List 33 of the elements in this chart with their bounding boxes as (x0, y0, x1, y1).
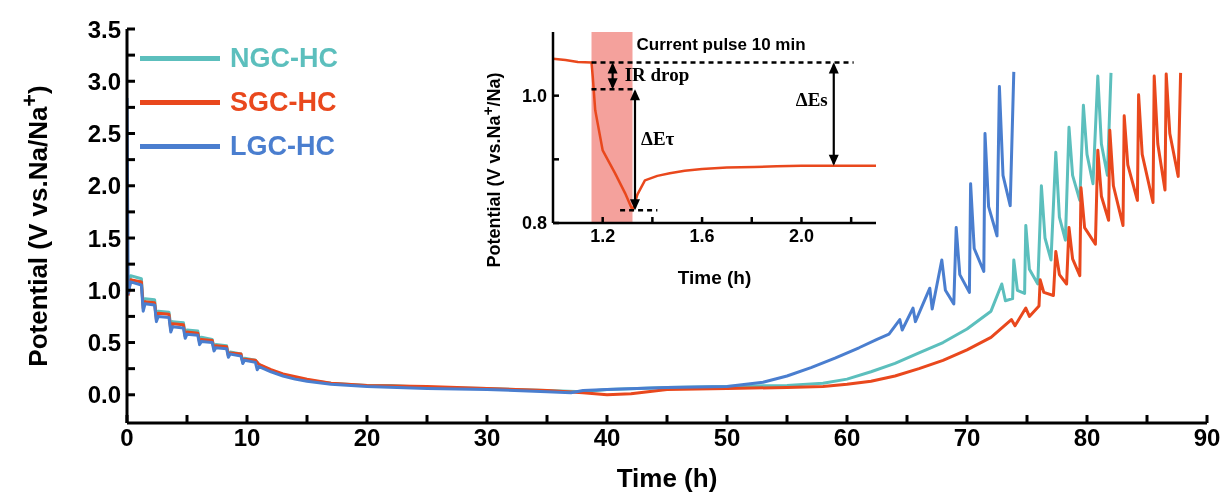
legend-label: NGC-HC (230, 42, 338, 74)
x-tick-label: 0 (120, 424, 134, 452)
annotation: ΔEs (795, 89, 828, 111)
x-axis-title: Time (h) (677, 267, 752, 289)
y-tick-label: 3.5 (87, 15, 121, 43)
y-tick-label: 0.5 (87, 329, 121, 357)
y-tick-label: 0.0 (87, 381, 121, 409)
y-tick-label: 1.5 (87, 224, 121, 252)
x-tick-label: 90 (1193, 424, 1221, 452)
y-tick-label: 2.5 (87, 120, 121, 148)
x-tick-label: 60 (833, 424, 861, 452)
legend-label: SGC-HC (230, 86, 337, 118)
x-tick-label: 50 (713, 424, 741, 452)
x-tick-label: 2.0 (788, 225, 814, 246)
annotation: ΔEτ (640, 127, 675, 149)
x-tick-label: 40 (593, 424, 621, 452)
annotation: IR drop (624, 63, 690, 85)
x-axis-title: Time (h) (615, 463, 719, 493)
y-tick-label: 1.0 (521, 86, 547, 107)
y-tick-label: 1.0 (87, 276, 121, 304)
y-tick-label: 0.8 (521, 213, 547, 234)
x-tick-label: 1.2 (590, 225, 616, 246)
x-tick-label: 30 (473, 424, 501, 452)
y-tick-label: 3.0 (87, 67, 121, 95)
legend-label: LGC-HC (230, 130, 335, 162)
y-tick-label: 2.0 (87, 172, 121, 200)
x-tick-label: 10 (233, 424, 261, 452)
line-series (553, 57, 876, 212)
x-tick-label: 20 (353, 424, 381, 452)
x-tick-label: 80 (1073, 424, 1101, 452)
band-label: Current pulse 10 min (636, 35, 806, 54)
x-tick-label: 1.6 (689, 225, 715, 246)
x-tick-label: 70 (953, 424, 981, 452)
